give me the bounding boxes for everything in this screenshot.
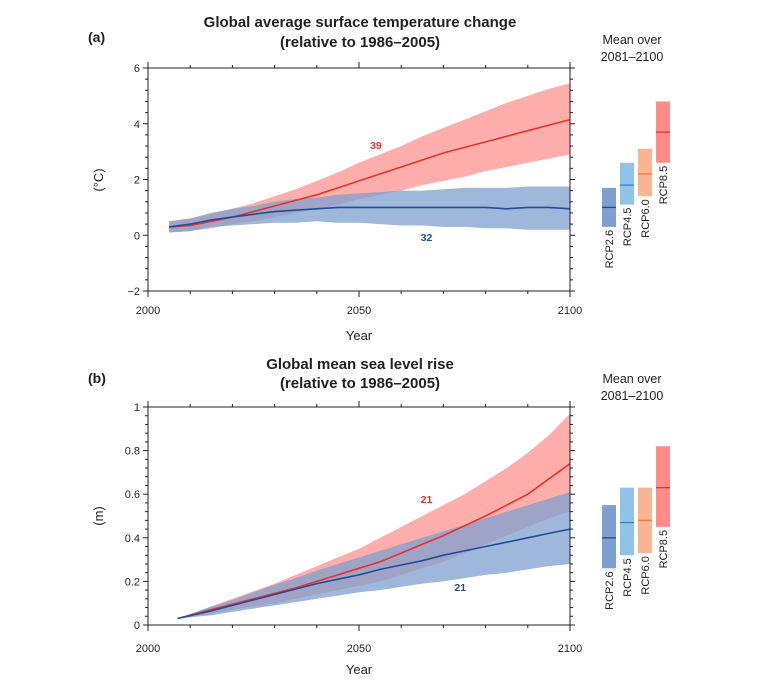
x-tick-label: 2000 — [136, 305, 160, 317]
y-tick-label: 0.8 — [125, 446, 140, 458]
mean-bar-label-rcp4.5: RCP4.5 — [622, 558, 634, 597]
mean-bar-label-rcp4.5: RCP4.5 — [622, 208, 634, 247]
panel-b-title-line1: Global mean sea level rise — [266, 356, 454, 373]
y-tick-label: 0 — [134, 620, 140, 632]
panel-a-mean-header-line1: Mean over — [602, 33, 661, 47]
panel-a-title-line1: Global average surface temperature chang… — [204, 14, 517, 31]
x-tick-label: 2000 — [136, 643, 160, 655]
x-axis-label: Year — [346, 662, 373, 677]
line-rcp85 — [177, 463, 571, 620]
mean-bar-label-rcp2.6: RCP2.6 — [604, 571, 616, 610]
mean-bar-rcp6.0 — [638, 148, 652, 197]
mean-bar-rcp8.5 — [656, 446, 670, 527]
panel-b-mean-header-line2: 2081–2100 — [601, 389, 664, 403]
panel-b-label: (b) — [88, 370, 106, 386]
panel-b-sea-level: (b) Global mean sea level rise (relative… — [88, 356, 670, 677]
x-tick-label: 2050 — [347, 643, 371, 655]
band-rcp26 — [169, 186, 570, 233]
y-tick-label: 0 — [134, 230, 140, 242]
model-count-rcp26: 21 — [454, 582, 466, 594]
panel-a-mean-bars: RCP2.6 RCP4.5 RCP6.0 RCP8.5 — [602, 101, 670, 268]
panel-a-label: (a) — [88, 29, 105, 45]
y-tick-label: 4 — [134, 119, 140, 131]
y-axis-label: (°C) — [91, 168, 106, 191]
y-tick-label: 0.4 — [125, 533, 140, 545]
mean-bar-rcp4.5 — [620, 162, 634, 205]
y-tick-label: 0.2 — [125, 576, 140, 588]
mean-bar-label-rcp8.5: RCP8.5 — [658, 530, 670, 569]
panel-a-mean-header-line2: 2081–2100 — [601, 50, 664, 64]
mean-bar-rcp2.6 — [602, 505, 616, 569]
mean-bar-label-rcp6.0: RCP6.0 — [640, 199, 652, 238]
x-tick-label: 2050 — [347, 305, 371, 317]
y-tick-label: 0.6 — [125, 489, 140, 501]
x-tick-label: 2100 — [558, 305, 582, 317]
panel-a-title-line2: (relative to 1986–2005) — [280, 34, 440, 51]
y-tick-label: 6 — [134, 63, 140, 75]
panel-a-temperature: (a) Global average surface temperature c… — [88, 14, 670, 343]
band-rcp85 — [169, 83, 570, 233]
x-tick-label: 2100 — [558, 643, 582, 655]
y-tick-label: −2 — [127, 286, 140, 298]
mean-bar-label-rcp2.6: RCP2.6 — [604, 230, 616, 269]
panel-b-mean-header-line1: Mean over — [602, 372, 661, 386]
band-rcp26 — [177, 492, 570, 619]
panel-b-title-line2: (relative to 1986–2005) — [280, 375, 440, 392]
panel-b-mean-bars: RCP2.6 RCP4.5 RCP6.0 RCP8.5 — [602, 446, 670, 610]
model-count-rcp85: 21 — [421, 494, 433, 506]
model-count-rcp85: 39 — [370, 140, 382, 152]
panel-b-plot-area: 21 21 0 0.2 0.4 0.6 0.8 1 2000 2050 2100 Year (m) — [91, 401, 582, 677]
mean-bar-rcp4.5 — [620, 487, 634, 556]
mean-bar-label-rcp6.0: RCP6.0 — [640, 556, 652, 595]
model-count-rcp26: 32 — [421, 232, 433, 244]
line-rcp26 — [177, 528, 571, 620]
y-axis-label: (m) — [91, 506, 106, 526]
mean-bar-label-rcp8.5: RCP8.5 — [658, 166, 670, 205]
line-rcp26 — [168, 206, 571, 228]
panel-a-plot-area: 39 32 −2 0 2 4 6 2000 2050 2100 Year (°C) — [91, 62, 582, 343]
y-tick-label: 2 — [134, 175, 140, 187]
x-axis-label: Year — [346, 328, 373, 343]
y-tick-label: 1 — [134, 402, 140, 414]
